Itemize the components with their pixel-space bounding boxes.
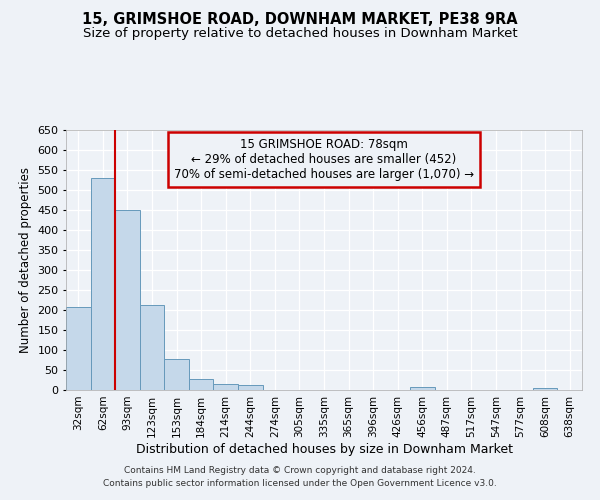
Text: 15, GRIMSHOE ROAD, DOWNHAM MARKET, PE38 9RA: 15, GRIMSHOE ROAD, DOWNHAM MARKET, PE38 …	[82, 12, 518, 28]
X-axis label: Distribution of detached houses by size in Downham Market: Distribution of detached houses by size …	[136, 442, 512, 456]
Text: Size of property relative to detached houses in Downham Market: Size of property relative to detached ho…	[83, 28, 517, 40]
Bar	[115, 210, 140, 390]
Bar	[410, 387, 434, 390]
Bar	[164, 359, 189, 390]
Bar	[66, 307, 91, 390]
Text: 15 GRIMSHOE ROAD: 78sqm
← 29% of detached houses are smaller (452)
70% of semi-d: 15 GRIMSHOE ROAD: 78sqm ← 29% of detache…	[174, 138, 474, 181]
Bar	[238, 385, 263, 390]
Y-axis label: Number of detached properties: Number of detached properties	[19, 167, 32, 353]
Bar	[189, 379, 214, 390]
Bar	[533, 388, 557, 390]
Bar	[91, 178, 115, 390]
Text: Contains HM Land Registry data © Crown copyright and database right 2024.
Contai: Contains HM Land Registry data © Crown c…	[103, 466, 497, 487]
Bar	[140, 305, 164, 390]
Bar	[214, 384, 238, 390]
